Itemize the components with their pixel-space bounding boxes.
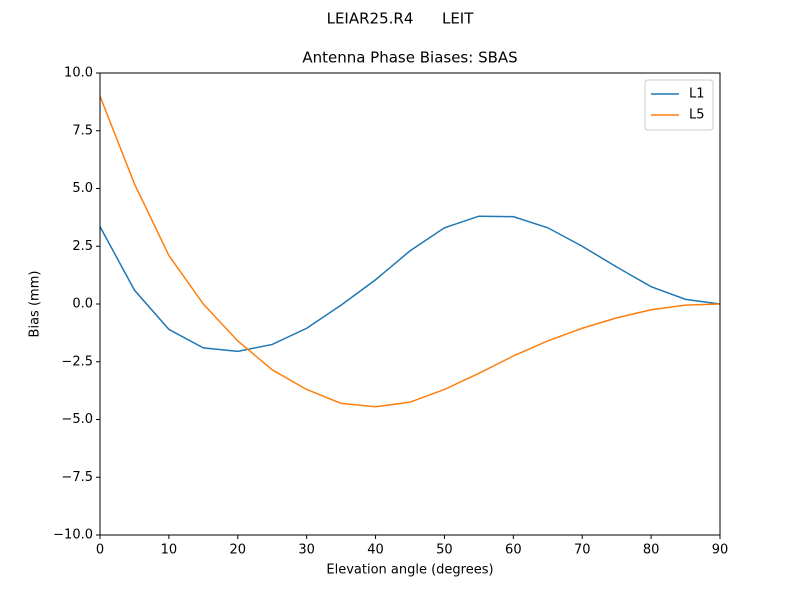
x-tick-label: 50 — [436, 543, 453, 558]
x-tick-label: 10 — [161, 543, 178, 558]
chart-title: Antenna Phase Biases: SBAS — [302, 49, 517, 67]
line-series — [99, 95, 721, 408]
y-tick-label: −7.5 — [61, 470, 93, 485]
legend-box — [644, 79, 714, 131]
y-tick-label: 5.0 — [72, 181, 93, 196]
y-tick-label: 2.5 — [72, 239, 93, 254]
x-tick-label: 90 — [712, 543, 729, 558]
x-tick-label: 70 — [574, 543, 591, 558]
legend-label: L1 — [689, 87, 705, 102]
x-tick-label: 30 — [298, 543, 315, 558]
x-tick-label: 60 — [505, 543, 522, 558]
y-tick-label: −2.5 — [61, 354, 93, 369]
x-tick-label: 80 — [643, 543, 660, 558]
x-tick-label: 20 — [230, 543, 247, 558]
y-tick-label: −5.0 — [61, 412, 93, 427]
x-axis-label: Elevation angle (degrees) — [326, 563, 493, 578]
y-tick-label: 10.0 — [64, 66, 93, 81]
x-tick-label: 40 — [367, 543, 384, 558]
chart-suptitle: LEIAR25.R4 LEIT — [327, 10, 475, 28]
legend-label: L5 — [689, 108, 705, 123]
y-axis-label: Bias (mm) — [28, 271, 43, 338]
plot-frame — [99, 72, 721, 536]
y-tick-label: 7.5 — [72, 123, 93, 138]
x-tick-label: 0 — [96, 543, 104, 558]
line-series — [99, 215, 721, 353]
y-tick-label: 0.0 — [72, 297, 93, 312]
y-tick-label: −10.0 — [53, 528, 93, 543]
